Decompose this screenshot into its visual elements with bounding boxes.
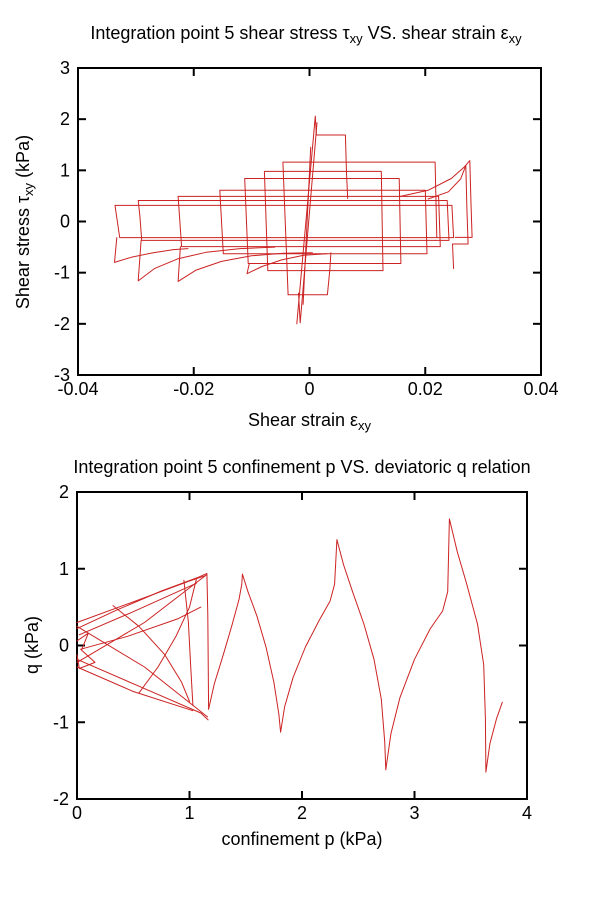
x-tick-label: 3 [409,803,419,823]
p-q-path-line [76,572,210,710]
label-text: (kPa) [13,134,33,183]
label-text: Integration point 5 confinement p VS. de… [73,457,531,477]
label-text: Integration point 5 shear stress τ [90,23,350,43]
shear-hysteresis-loops-line [282,161,438,296]
x-tick-label: 0 [72,803,82,823]
shear-hysteresis-loops-line [219,189,428,255]
bottom-chart-xlabel: confinement p (kPa) [0,829,600,850]
y-tick-label: 0 [60,212,70,232]
y-tick-label: 0 [59,636,69,656]
label-text: Shear stress τ [13,195,33,310]
x-tick-label: -0.04 [57,379,98,399]
y-tick-label: 3 [60,58,70,78]
label-subscript: xy [508,31,522,46]
y-tick-label: 1 [60,160,70,180]
p-q-path-line [76,658,209,721]
p-q-path-line [208,518,503,773]
bottom-chart-ylabel: q (kPa) [22,495,44,795]
label-text: Shear strain ε [247,410,359,430]
shear-hysteresis-loops-line [246,253,328,275]
shear-hysteresis-loops-line [263,170,384,272]
shear-hysteresis-loops-line [287,252,332,296]
shear-hysteresis-loops-line [244,178,402,264]
p-q-path-line [76,575,206,623]
p-q-path-line [79,606,202,650]
label-text: q (kPa) [22,615,42,675]
label-subscript: xy [21,182,36,196]
x-tick-label: -0.02 [173,379,214,399]
x-tick-label: 0.04 [523,379,558,399]
label-text: confinement p (kPa) [221,829,383,849]
shear-hysteresis-loops-line [137,200,450,241]
shear-hysteresis-loops-line [427,165,469,270]
p-q-path-line [76,574,207,663]
label-text: VS. shear strain ε [362,23,509,43]
p-q-path-line [76,625,208,718]
x-tick-label: 2 [297,803,307,823]
y-tick-label: 2 [59,482,69,502]
p-q-path-line [76,666,194,712]
top-chart-xlabel: Shear strain εxy [0,410,600,433]
x-tick-label: 1 [184,803,194,823]
shear-hysteresis-loops-line [399,160,473,238]
label-subscript: xy [358,418,372,433]
y-tick-label: 2 [60,109,70,129]
shear-hysteresis-loops-line [296,115,349,325]
y-tick-label: -2 [53,789,69,809]
shear-hysteresis-loops-line [114,204,455,239]
top-chart-title: Integration point 5 shear stress τxy VS.… [0,23,600,46]
x-tick-label: 4 [522,803,532,823]
y-tick-label: -1 [54,263,70,283]
bottom-chart-title: Integration point 5 confinement p VS. de… [0,457,600,478]
shear-hysteresis-loops-line [114,237,189,263]
x-tick-label: 0.02 [408,379,443,399]
y-tick-label: 1 [59,559,69,579]
shear-hysteresis-loops-line [177,195,441,248]
label-subscript: xy [349,31,363,46]
x-tick-label: 0 [304,379,314,399]
shear-hysteresis-loops-line [137,239,276,282]
p-q-path-line [76,632,96,669]
axes-box [76,491,528,800]
p-q-path-line [138,579,197,694]
y-tick-label: -1 [53,712,69,732]
shear-hysteresis-loops-line [302,146,312,305]
top-chart-ylabel: Shear stress τxy (kPa) [13,72,36,372]
p-q-path-line [183,579,194,706]
p-q-path-line [78,582,197,636]
y-tick-label: -3 [54,365,70,385]
shear-hysteresis-loops-line [298,122,318,324]
y-tick-label: -2 [54,314,70,334]
